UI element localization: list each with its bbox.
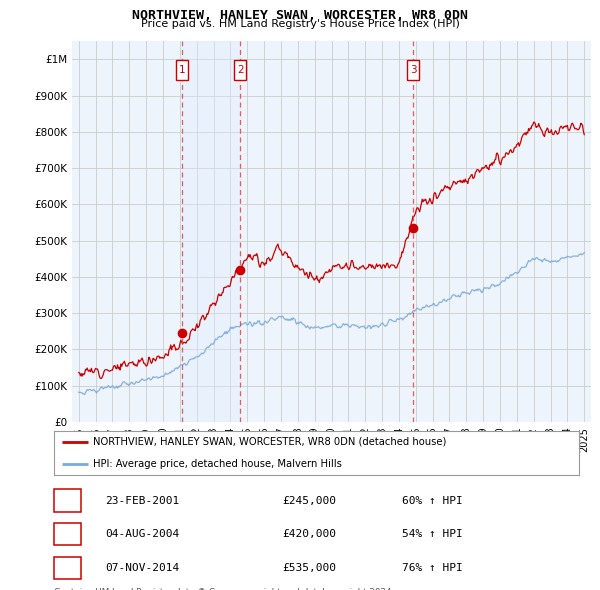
- Text: 54% ↑ HPI: 54% ↑ HPI: [402, 529, 463, 539]
- Text: 1: 1: [64, 494, 71, 507]
- Text: NORTHVIEW, HANLEY SWAN, WORCESTER, WR8 0DN (detached house): NORTHVIEW, HANLEY SWAN, WORCESTER, WR8 0…: [94, 437, 447, 447]
- Bar: [182, 41, 241, 422]
- Text: Contains HM Land Registry data © Crown copyright and database right 2024.
This d: Contains HM Land Registry data © Crown c…: [54, 588, 394, 590]
- Text: £535,000: £535,000: [282, 563, 336, 573]
- FancyBboxPatch shape: [176, 60, 188, 80]
- Text: 23-FEB-2001: 23-FEB-2001: [105, 496, 179, 506]
- Text: £420,000: £420,000: [282, 529, 336, 539]
- Text: 60% ↑ HPI: 60% ↑ HPI: [402, 496, 463, 506]
- Text: 1: 1: [179, 65, 185, 76]
- Text: 3: 3: [410, 65, 416, 76]
- Text: 76% ↑ HPI: 76% ↑ HPI: [402, 563, 463, 573]
- Text: 07-NOV-2014: 07-NOV-2014: [105, 563, 179, 573]
- Text: HPI: Average price, detached house, Malvern Hills: HPI: Average price, detached house, Malv…: [94, 459, 342, 469]
- FancyBboxPatch shape: [235, 60, 246, 80]
- Text: 2: 2: [237, 65, 244, 76]
- FancyBboxPatch shape: [407, 60, 419, 80]
- Text: NORTHVIEW, HANLEY SWAN, WORCESTER, WR8 0DN: NORTHVIEW, HANLEY SWAN, WORCESTER, WR8 0…: [132, 9, 468, 22]
- Text: 3: 3: [64, 561, 71, 575]
- Text: 2: 2: [64, 527, 71, 541]
- Text: 04-AUG-2004: 04-AUG-2004: [105, 529, 179, 539]
- Text: Price paid vs. HM Land Registry's House Price Index (HPI): Price paid vs. HM Land Registry's House …: [140, 19, 460, 30]
- Text: £245,000: £245,000: [282, 496, 336, 506]
